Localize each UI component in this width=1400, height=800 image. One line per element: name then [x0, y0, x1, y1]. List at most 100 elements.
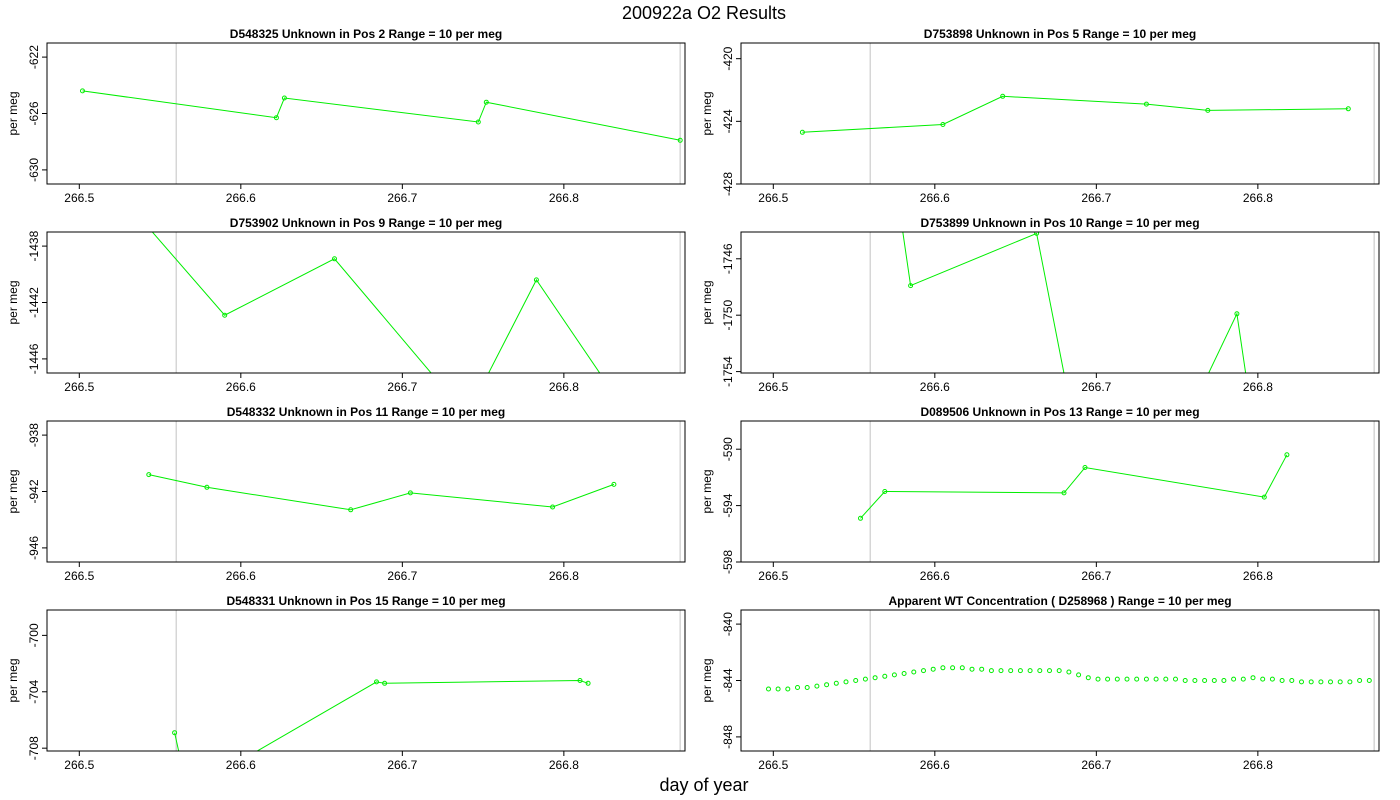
panel-title: D089506 Unknown in Pos 13 Range = 10 per… [920, 405, 1199, 419]
data-point [804, 685, 810, 690]
y-tick-label: -420 [721, 46, 735, 70]
data-point [1318, 679, 1324, 685]
x-tick-label: 266.5 [64, 191, 94, 205]
y-tick-label: -708 [27, 736, 41, 760]
data-point [853, 678, 859, 683]
data-point [988, 668, 994, 674]
data-point [1211, 678, 1217, 683]
data-point [1047, 668, 1052, 674]
panel-1: D548325 Unknown in Pos 2 Range = 10 per … [6, 27, 686, 205]
y-axis-label: per meg [6, 280, 20, 324]
data-point [550, 504, 556, 510]
panel-title: D548332 Unknown in Pos 11 Range = 10 per… [227, 405, 505, 419]
data-point [1082, 465, 1088, 470]
data-point [483, 99, 489, 105]
panel-title: D548325 Unknown in Pos 2 Range = 10 per … [230, 27, 502, 41]
data-point [80, 88, 85, 94]
plot-frame [740, 420, 1380, 563]
plot-frame [46, 42, 686, 185]
y-tick-label: -840 [721, 612, 735, 636]
data-point [211, 774, 215, 778]
data-point [824, 682, 830, 688]
y-axis-label: per meg [700, 91, 714, 135]
panel-8: Apparent WT Concentration ( D258968 ) Ra… [700, 594, 1380, 772]
y-tick-label: -598 [721, 550, 735, 574]
x-tick-label: 266.5 [758, 569, 788, 583]
plot-frame [740, 42, 1380, 185]
data-point [1105, 676, 1111, 682]
data-point [1078, 454, 1082, 458]
data-point [799, 129, 805, 135]
x-tick-label: 266.7 [1081, 191, 1111, 205]
data-point [969, 666, 975, 672]
data-point [475, 119, 481, 125]
data-point [273, 115, 279, 121]
panel-2: D753898 Unknown in Pos 5 Range = 10 per … [700, 27, 1380, 205]
data-point [1260, 676, 1266, 682]
x-tick-label: 266.7 [387, 758, 417, 772]
x-tick-label: 266.7 [1081, 758, 1111, 772]
data-point [374, 679, 379, 685]
panel-4: D753899 Unknown in Pos 10 Range = 10 per… [700, 216, 1380, 458]
data-point [1167, 454, 1171, 458]
data-point [172, 730, 178, 736]
data-point [533, 277, 539, 283]
x-tick-label: 266.8 [1243, 380, 1273, 394]
series-line [148, 474, 615, 511]
data-point [1234, 311, 1240, 317]
data-point [146, 472, 152, 478]
data-point [814, 683, 820, 689]
panel-title: D753902 Unknown in Pos 9 Range = 10 per … [230, 216, 502, 230]
y-axis-label: per meg [6, 469, 20, 513]
data-point [1134, 676, 1140, 682]
plot-area [766, 610, 1375, 751]
data-point [1095, 676, 1101, 682]
panel-6: D089506 Unknown in Pos 13 Range = 10 per… [700, 405, 1380, 583]
x-tick-label: 266.8 [549, 191, 579, 205]
data-point [1284, 452, 1290, 458]
data-point [1202, 678, 1208, 683]
y-tick-label: -946 [27, 536, 41, 560]
y-tick-label: -942 [27, 479, 41, 503]
y-axis-label: per meg [700, 280, 714, 324]
plot-frame [46, 609, 686, 752]
x-tick-label: 266.7 [1081, 380, 1111, 394]
data-point [1143, 676, 1149, 682]
data-point [182, 774, 186, 778]
data-point [908, 283, 914, 289]
series-line [860, 454, 1288, 519]
data-point [891, 672, 897, 678]
data-point [1261, 494, 1267, 500]
plot-frame [46, 420, 686, 563]
figure-title: 200922a O2 Results [622, 3, 786, 23]
data-point [1192, 678, 1198, 683]
x-tick-label: 266.7 [387, 191, 417, 205]
panel-7: D548331 Unknown in Pos 15 Range = 10 per… [6, 594, 686, 778]
data-point [1250, 675, 1256, 681]
data-point [1328, 679, 1333, 685]
data-point [222, 312, 228, 318]
y-tick-label: -1754 [721, 356, 735, 387]
data-point [1061, 490, 1067, 496]
y-tick-label: -594 [721, 493, 735, 517]
data-point [1182, 678, 1188, 683]
data-point [1017, 668, 1023, 674]
data-point [882, 673, 888, 679]
plot-frame [740, 231, 1380, 374]
series-line [802, 95, 1349, 133]
data-point [1366, 678, 1372, 683]
data-point [585, 680, 591, 686]
x-tick-label: 266.6 [920, 191, 950, 205]
data-point [921, 668, 926, 674]
data-point [1231, 676, 1237, 682]
x-tick-label: 266.6 [920, 758, 950, 772]
data-point [1034, 232, 1040, 236]
data-point [862, 676, 868, 682]
data-point [1221, 678, 1227, 683]
y-tick-label: -424 [721, 109, 735, 133]
data-point [1027, 668, 1033, 674]
data-point [1056, 668, 1062, 674]
data-point [950, 665, 956, 671]
panel-3: D753902 Unknown in Pos 9 Range = 10 per … [6, 216, 686, 394]
